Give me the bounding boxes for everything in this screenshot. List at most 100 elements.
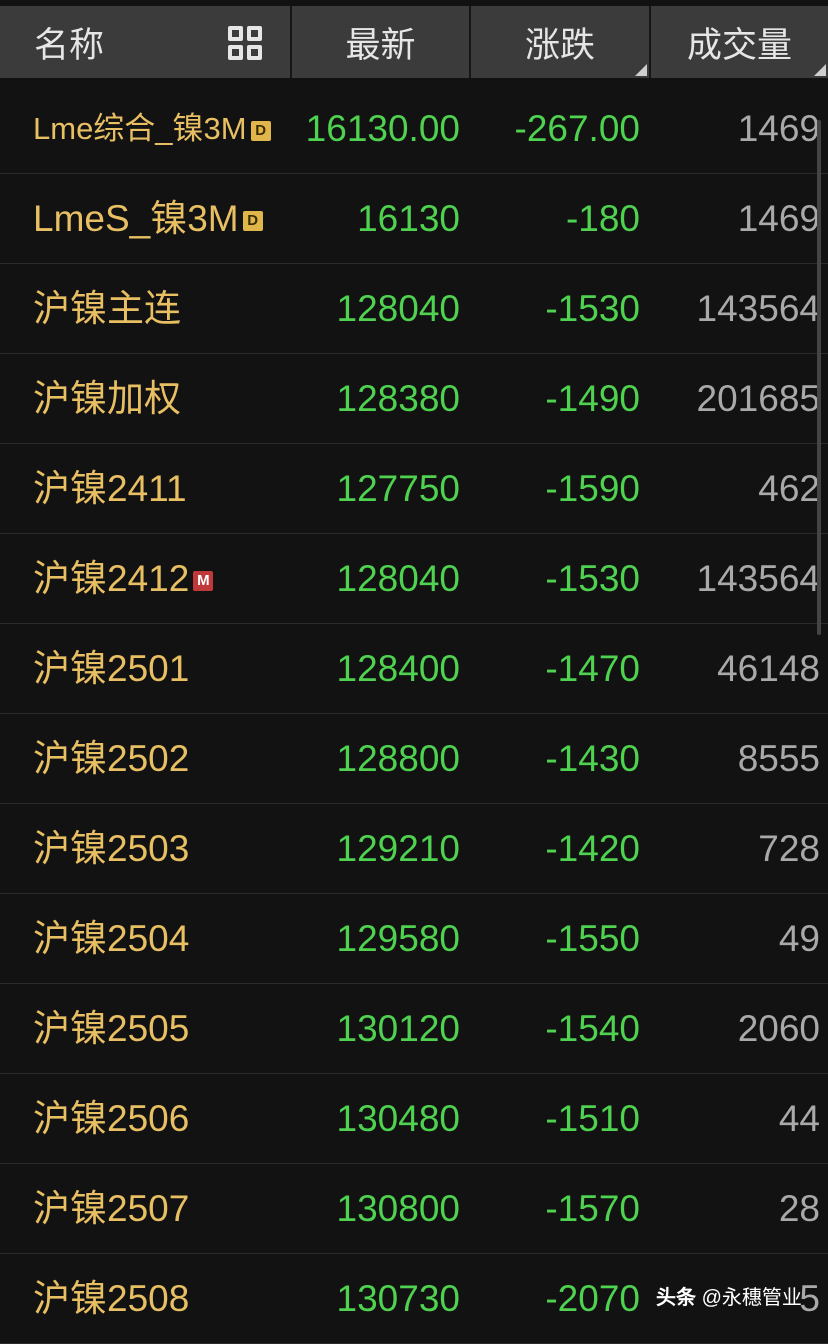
contract-name: LmeS_镍3M D [33,174,263,264]
contract-name: 沪镍2505 [33,984,189,1074]
price-change: -1530 [545,288,640,329]
price-change: -267.00 [514,108,641,149]
contract-name: 沪镍2502 [33,714,189,804]
column-name-label: 名称 [34,25,105,65]
contract-name: 沪镍2412 M [33,534,214,624]
volume: 143564 [696,558,820,599]
quote-row[interactable]: 沪镍2502 128800 -1430 8555 [0,714,828,804]
latest-price: 127750 [336,468,460,509]
column-latest-label: 最新 [345,25,416,65]
quote-row[interactable]: 沪镍2501 128400 -1470 46148 [0,624,828,714]
quote-row[interactable]: Lme综合_镍3M D 16130.00 -267.00 1469 [0,84,828,174]
volume: 28 [778,1188,820,1229]
grid-layout-icon[interactable] [228,26,262,60]
volume: 201685 [696,378,820,419]
price-change: -1490 [545,378,640,419]
badge-d-icon: D [250,120,271,141]
column-header-volume[interactable]: 成交量 [651,6,828,78]
column-header-latest[interactable]: 最新 [292,6,469,78]
quote-row[interactable]: 沪镍2507 130800 -1570 28 [0,1164,828,1254]
contract-name: 沪镍加权 [33,354,181,444]
latest-price: 130800 [336,1188,460,1229]
contract-name-text: 沪镍2502 [33,738,190,779]
price-change: -1420 [545,828,640,869]
price-change: -2070 [545,1278,640,1319]
volume: 1469 [737,198,820,239]
quote-row[interactable]: 沪镍2506 130480 -1510 44 [0,1074,828,1164]
quote-row[interactable]: 沪镍2505 130120 -1540 2060 [0,984,828,1074]
volume: 5 [799,1278,820,1319]
quote-row[interactable]: 沪镍2504 129580 -1550 49 [0,894,828,984]
latest-price: 130480 [336,1098,460,1139]
volume: 462 [758,468,820,509]
contract-name-text: 沪镍2501 [33,648,190,689]
watermark-brand: 头条 [656,1287,696,1309]
column-header-change[interactable]: 涨跌 [471,6,649,78]
contract-name-text: 沪镍加权 [33,378,181,419]
sort-corner-icon [814,64,826,76]
latest-price: 128040 [336,558,460,599]
contract-name-text: 沪镍2503 [33,828,190,869]
latest-price: 16130.00 [305,108,460,149]
contract-name-text: 沪镍2411 [33,468,187,509]
contract-name: 沪镍2501 [33,624,189,714]
price-change: -1510 [545,1098,640,1139]
quote-row[interactable]: LmeS_镍3M D 16130 -180 1469 [0,174,828,264]
quote-row[interactable]: 沪镍加权 128380 -1490 201685 [0,354,828,444]
price-change: -1590 [545,468,640,509]
volume: 728 [758,828,820,869]
column-volume-label: 成交量 [686,25,792,65]
latest-price: 129580 [336,918,460,959]
price-change: -1570 [545,1188,640,1229]
volume: 46148 [717,648,820,689]
contract-name: Lme综合_镍3M D [33,84,271,174]
table-header: 名称 最新 涨跌 成交量 [0,6,828,78]
latest-price: 128800 [336,738,460,779]
volume: 49 [778,918,820,959]
latest-price: 130120 [336,1008,460,1049]
volume: 143564 [696,288,820,329]
quote-row[interactable]: 沪镍2508 130730 -2070 5 [0,1254,828,1344]
price-change: -180 [565,198,640,239]
contract-name: 沪镍2507 [33,1164,189,1254]
sort-corner-icon [635,64,647,76]
contract-name: 沪镍2503 [33,804,189,894]
contract-name: 沪镍2508 [33,1254,189,1344]
contract-name: 沪镍2504 [33,894,189,984]
contract-name-text: 沪镍2412 [33,558,190,599]
volume: 2060 [737,1008,820,1049]
contract-name: 沪镍2506 [33,1074,189,1164]
contract-name: 沪镍主连 [33,264,181,354]
price-change: -1470 [545,648,640,689]
latest-price: 128040 [336,288,460,329]
scrollbar[interactable] [817,120,821,635]
price-change: -1550 [545,918,640,959]
contract-name-text: 沪镍主连 [33,288,181,329]
contract-name: 沪镍2411 [33,444,187,534]
contract-name-text: 沪镍2504 [33,918,190,959]
volume: 1469 [737,108,820,149]
price-change: -1530 [545,558,640,599]
quote-row[interactable]: 沪镍2411 127750 -1590 462 [0,444,828,534]
volume: 44 [778,1098,820,1139]
contract-name-text: 沪镍2505 [33,1008,190,1049]
watermark-author: @永穗管业 [701,1287,802,1309]
quote-row[interactable]: 沪镍2503 129210 -1420 728 [0,804,828,894]
contract-name-text: Lme综合_镍3M [33,111,247,146]
quote-list: Lme综合_镍3M D 16130.00 -267.00 1469 LmeS_镍3M… [0,84,828,1344]
price-change: -1540 [545,1008,640,1049]
quote-row[interactable]: 沪镍主连 128040 -1530 143564 [0,264,828,354]
contract-name-text: 沪镍2506 [33,1098,190,1139]
column-change-label: 涨跌 [524,25,595,65]
contract-name-text: 沪镍2508 [33,1278,190,1319]
quote-row[interactable]: 沪镍2412 M 128040 -1530 143564 [0,534,828,624]
watermark: 头条 @永穗管业 [656,1281,802,1310]
badge-d-icon: D [242,211,263,232]
contract-name-text: LmeS_镍3M [33,198,239,239]
price-change: -1430 [545,738,640,779]
latest-price: 128380 [336,378,460,419]
column-header-name[interactable]: 名称 [0,6,290,78]
latest-price: 129210 [336,828,460,869]
latest-price: 16130 [357,198,460,239]
latest-price: 130730 [336,1278,460,1319]
